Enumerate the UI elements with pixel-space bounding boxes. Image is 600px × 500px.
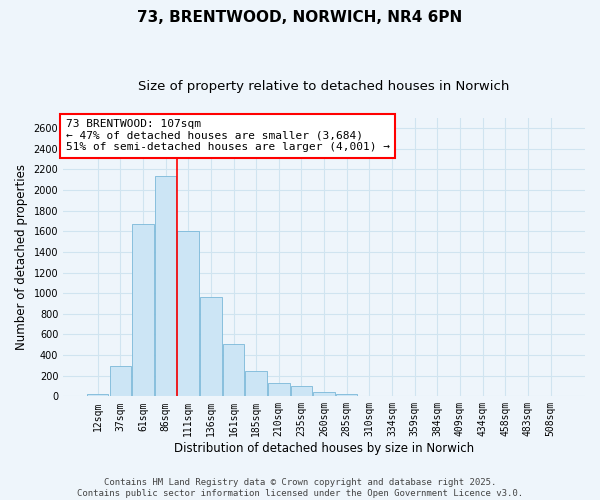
- Bar: [223, 344, 244, 396]
- Bar: [200, 298, 221, 396]
- Bar: [155, 176, 176, 396]
- Bar: [290, 386, 312, 396]
- Bar: [132, 224, 154, 396]
- Bar: [268, 384, 290, 396]
- Bar: [245, 370, 267, 396]
- Text: 73, BRENTWOOD, NORWICH, NR4 6PN: 73, BRENTWOOD, NORWICH, NR4 6PN: [137, 10, 463, 25]
- Text: Contains HM Land Registry data © Crown copyright and database right 2025.
Contai: Contains HM Land Registry data © Crown c…: [77, 478, 523, 498]
- Bar: [178, 232, 199, 396]
- X-axis label: Distribution of detached houses by size in Norwich: Distribution of detached houses by size …: [174, 442, 474, 455]
- Title: Size of property relative to detached houses in Norwich: Size of property relative to detached ho…: [139, 80, 510, 93]
- Bar: [313, 392, 335, 396]
- Y-axis label: Number of detached properties: Number of detached properties: [15, 164, 28, 350]
- Bar: [336, 394, 358, 396]
- Text: 73 BRENTWOOD: 107sqm
← 47% of detached houses are smaller (3,684)
51% of semi-de: 73 BRENTWOOD: 107sqm ← 47% of detached h…: [66, 119, 390, 152]
- Bar: [87, 394, 109, 396]
- Bar: [110, 366, 131, 396]
